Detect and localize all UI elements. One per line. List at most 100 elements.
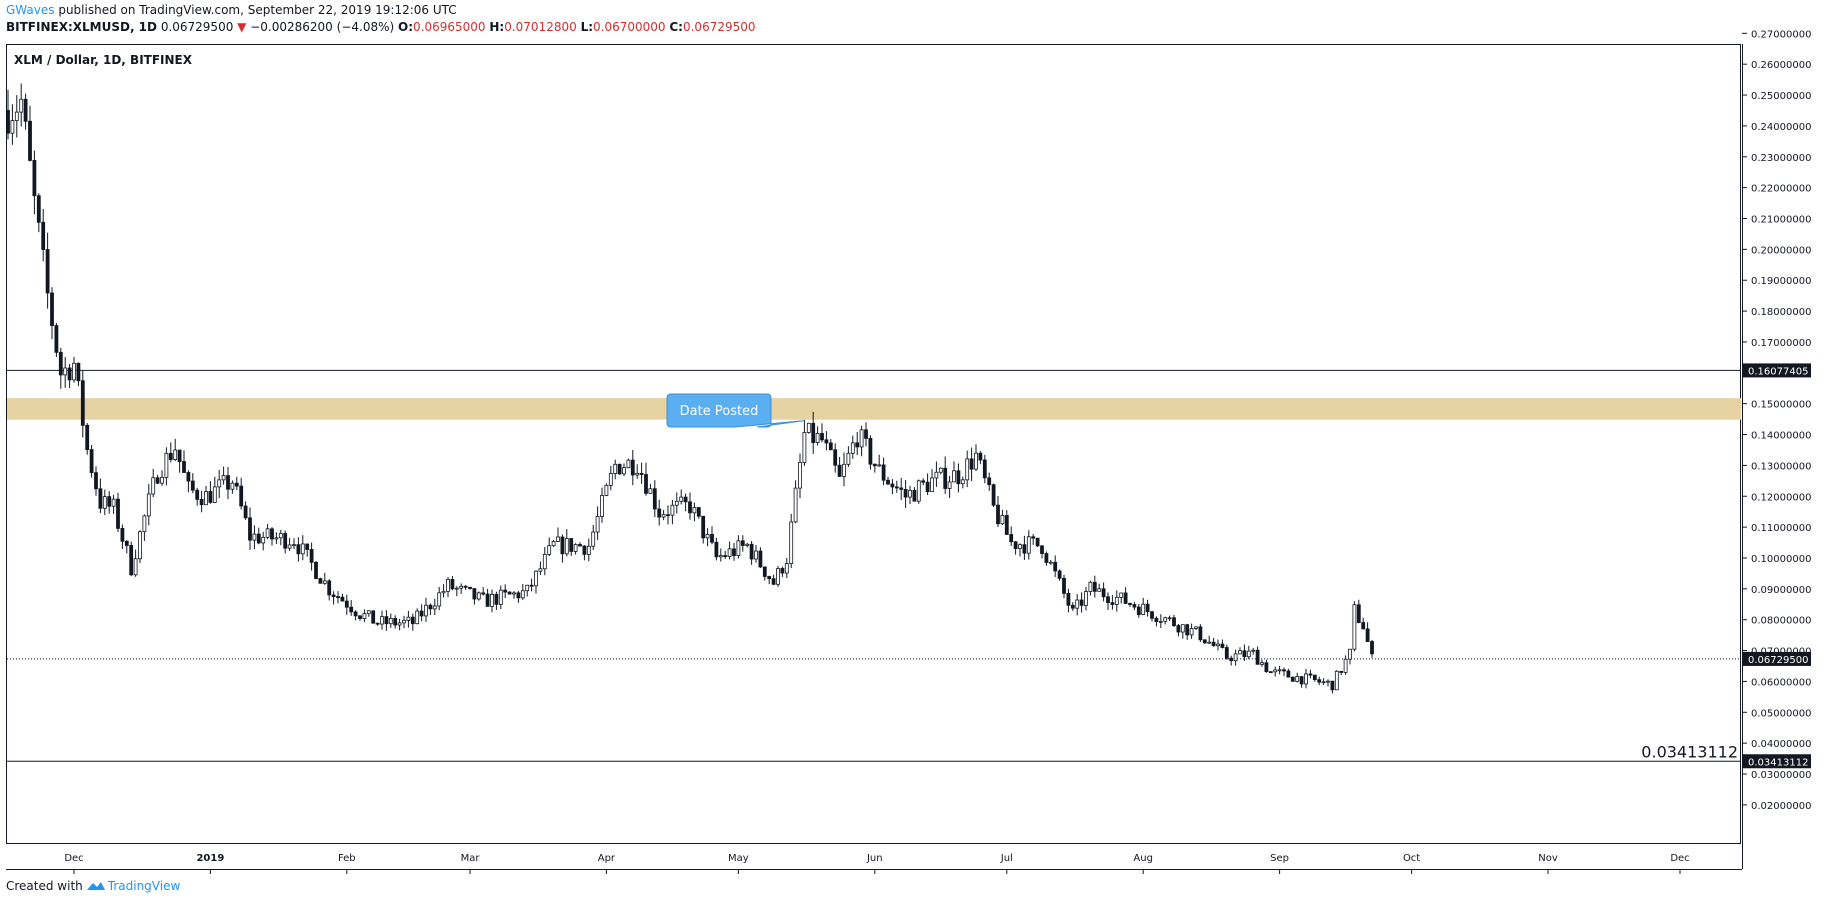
candle-body bbox=[617, 463, 622, 475]
candle-body bbox=[362, 613, 367, 619]
candle-body bbox=[437, 592, 442, 607]
candle-body bbox=[19, 98, 24, 113]
candle-body bbox=[1048, 561, 1053, 564]
candle-body bbox=[450, 579, 455, 590]
candle-body bbox=[987, 477, 992, 486]
candle-body bbox=[740, 540, 745, 546]
candle-body bbox=[441, 590, 446, 594]
candle-body bbox=[644, 474, 648, 494]
candle-body bbox=[1123, 592, 1128, 604]
candle-body bbox=[1106, 596, 1110, 604]
candle-body bbox=[842, 463, 846, 477]
author-link[interactable]: GWaves bbox=[6, 3, 55, 17]
candle-body bbox=[318, 578, 323, 584]
candle-body bbox=[798, 462, 802, 489]
candle-body bbox=[578, 544, 582, 547]
candle-body bbox=[899, 487, 904, 490]
y-tick-label: 0.24000000 bbox=[1751, 122, 1811, 133]
candle-body bbox=[969, 458, 974, 470]
candle-body bbox=[1185, 624, 1190, 636]
candle-body bbox=[432, 605, 437, 610]
candle-body bbox=[1075, 599, 1080, 609]
candle-body bbox=[89, 449, 94, 474]
candle-body bbox=[1290, 676, 1295, 682]
candle-body bbox=[1304, 673, 1308, 685]
candle-body bbox=[960, 479, 965, 485]
candle-body bbox=[160, 476, 164, 484]
candle-body bbox=[261, 536, 266, 544]
candle-body bbox=[921, 480, 926, 483]
candle-body bbox=[1370, 641, 1374, 655]
x-tick-label: May bbox=[728, 853, 749, 864]
candle-body bbox=[204, 491, 208, 506]
candle-body bbox=[151, 477, 156, 495]
candle-body bbox=[72, 362, 76, 381]
candle-body bbox=[1207, 641, 1212, 644]
candle-body bbox=[824, 439, 829, 444]
candle-body bbox=[292, 544, 296, 547]
symbol-info: BITFINEX:XLMUSD, 1D 0.06729500 ▼ −0.0028… bbox=[6, 20, 756, 34]
x-tick-label: Mar bbox=[461, 853, 481, 864]
candle-body bbox=[252, 533, 257, 541]
candle-body bbox=[696, 507, 701, 517]
price-change: −0.00286200 (−4.08%) bbox=[250, 20, 395, 34]
resistance-zone bbox=[7, 398, 1741, 420]
candle-body bbox=[494, 593, 499, 605]
candle-body bbox=[54, 325, 59, 353]
candle-body bbox=[322, 580, 327, 584]
candle-body bbox=[771, 578, 776, 585]
candle-body bbox=[507, 591, 512, 595]
candle-body bbox=[877, 464, 882, 467]
candle-body bbox=[402, 619, 406, 624]
candle-body bbox=[63, 367, 68, 376]
candle-body bbox=[468, 586, 472, 589]
candle-body bbox=[1136, 606, 1141, 615]
candle-body bbox=[1365, 628, 1370, 642]
candle-body bbox=[270, 528, 274, 540]
candle-body bbox=[630, 459, 635, 476]
price-axis-tag bbox=[1743, 754, 1811, 769]
candle-body bbox=[542, 553, 547, 570]
candle-body bbox=[872, 463, 877, 467]
candle-body bbox=[366, 610, 371, 615]
y-tick-label: 0.21000000 bbox=[1751, 214, 1811, 225]
candle-body bbox=[305, 543, 310, 550]
candle-body bbox=[551, 541, 556, 547]
chart-title: XLM / Dollar, 1D, BITFINEX bbox=[14, 53, 193, 67]
candle-body bbox=[516, 592, 521, 599]
candle-body bbox=[1018, 544, 1022, 549]
candle-body bbox=[234, 482, 239, 487]
candle-body bbox=[908, 489, 912, 498]
candle-body bbox=[498, 589, 503, 605]
candle-body bbox=[714, 541, 719, 558]
candle-body bbox=[331, 594, 336, 597]
close-value: 0.06729500 bbox=[682, 20, 756, 34]
candle-body bbox=[784, 563, 789, 574]
y-tick-label: 0.06000000 bbox=[1751, 677, 1811, 688]
y-tick-label: 0.23000000 bbox=[1751, 153, 1811, 164]
tradingview-link[interactable]: TradingView bbox=[86, 879, 180, 893]
price-axis-tag bbox=[1743, 363, 1811, 378]
candle-body bbox=[1026, 536, 1031, 554]
candle-body bbox=[925, 481, 930, 493]
candle-body bbox=[683, 496, 688, 503]
candle-body bbox=[168, 452, 173, 460]
candle-body bbox=[692, 507, 697, 514]
candle-body bbox=[855, 442, 860, 448]
published-text: published on TradingView.com, September … bbox=[58, 3, 457, 17]
candle-body bbox=[978, 452, 983, 461]
candle-body bbox=[626, 459, 631, 469]
candle-body bbox=[129, 545, 134, 576]
candle-body bbox=[916, 480, 921, 502]
candle-body bbox=[622, 467, 626, 475]
candle-body bbox=[217, 479, 222, 488]
y-tick-label: 0.27000000 bbox=[1751, 29, 1811, 40]
candle-body bbox=[745, 543, 750, 546]
candle-body bbox=[947, 481, 952, 489]
candle-body bbox=[556, 536, 560, 542]
y-tick-label: 0.25000000 bbox=[1751, 91, 1811, 102]
candle-body bbox=[23, 98, 28, 122]
candle-body bbox=[604, 484, 609, 496]
date-posted-callout[interactable] bbox=[666, 393, 805, 428]
